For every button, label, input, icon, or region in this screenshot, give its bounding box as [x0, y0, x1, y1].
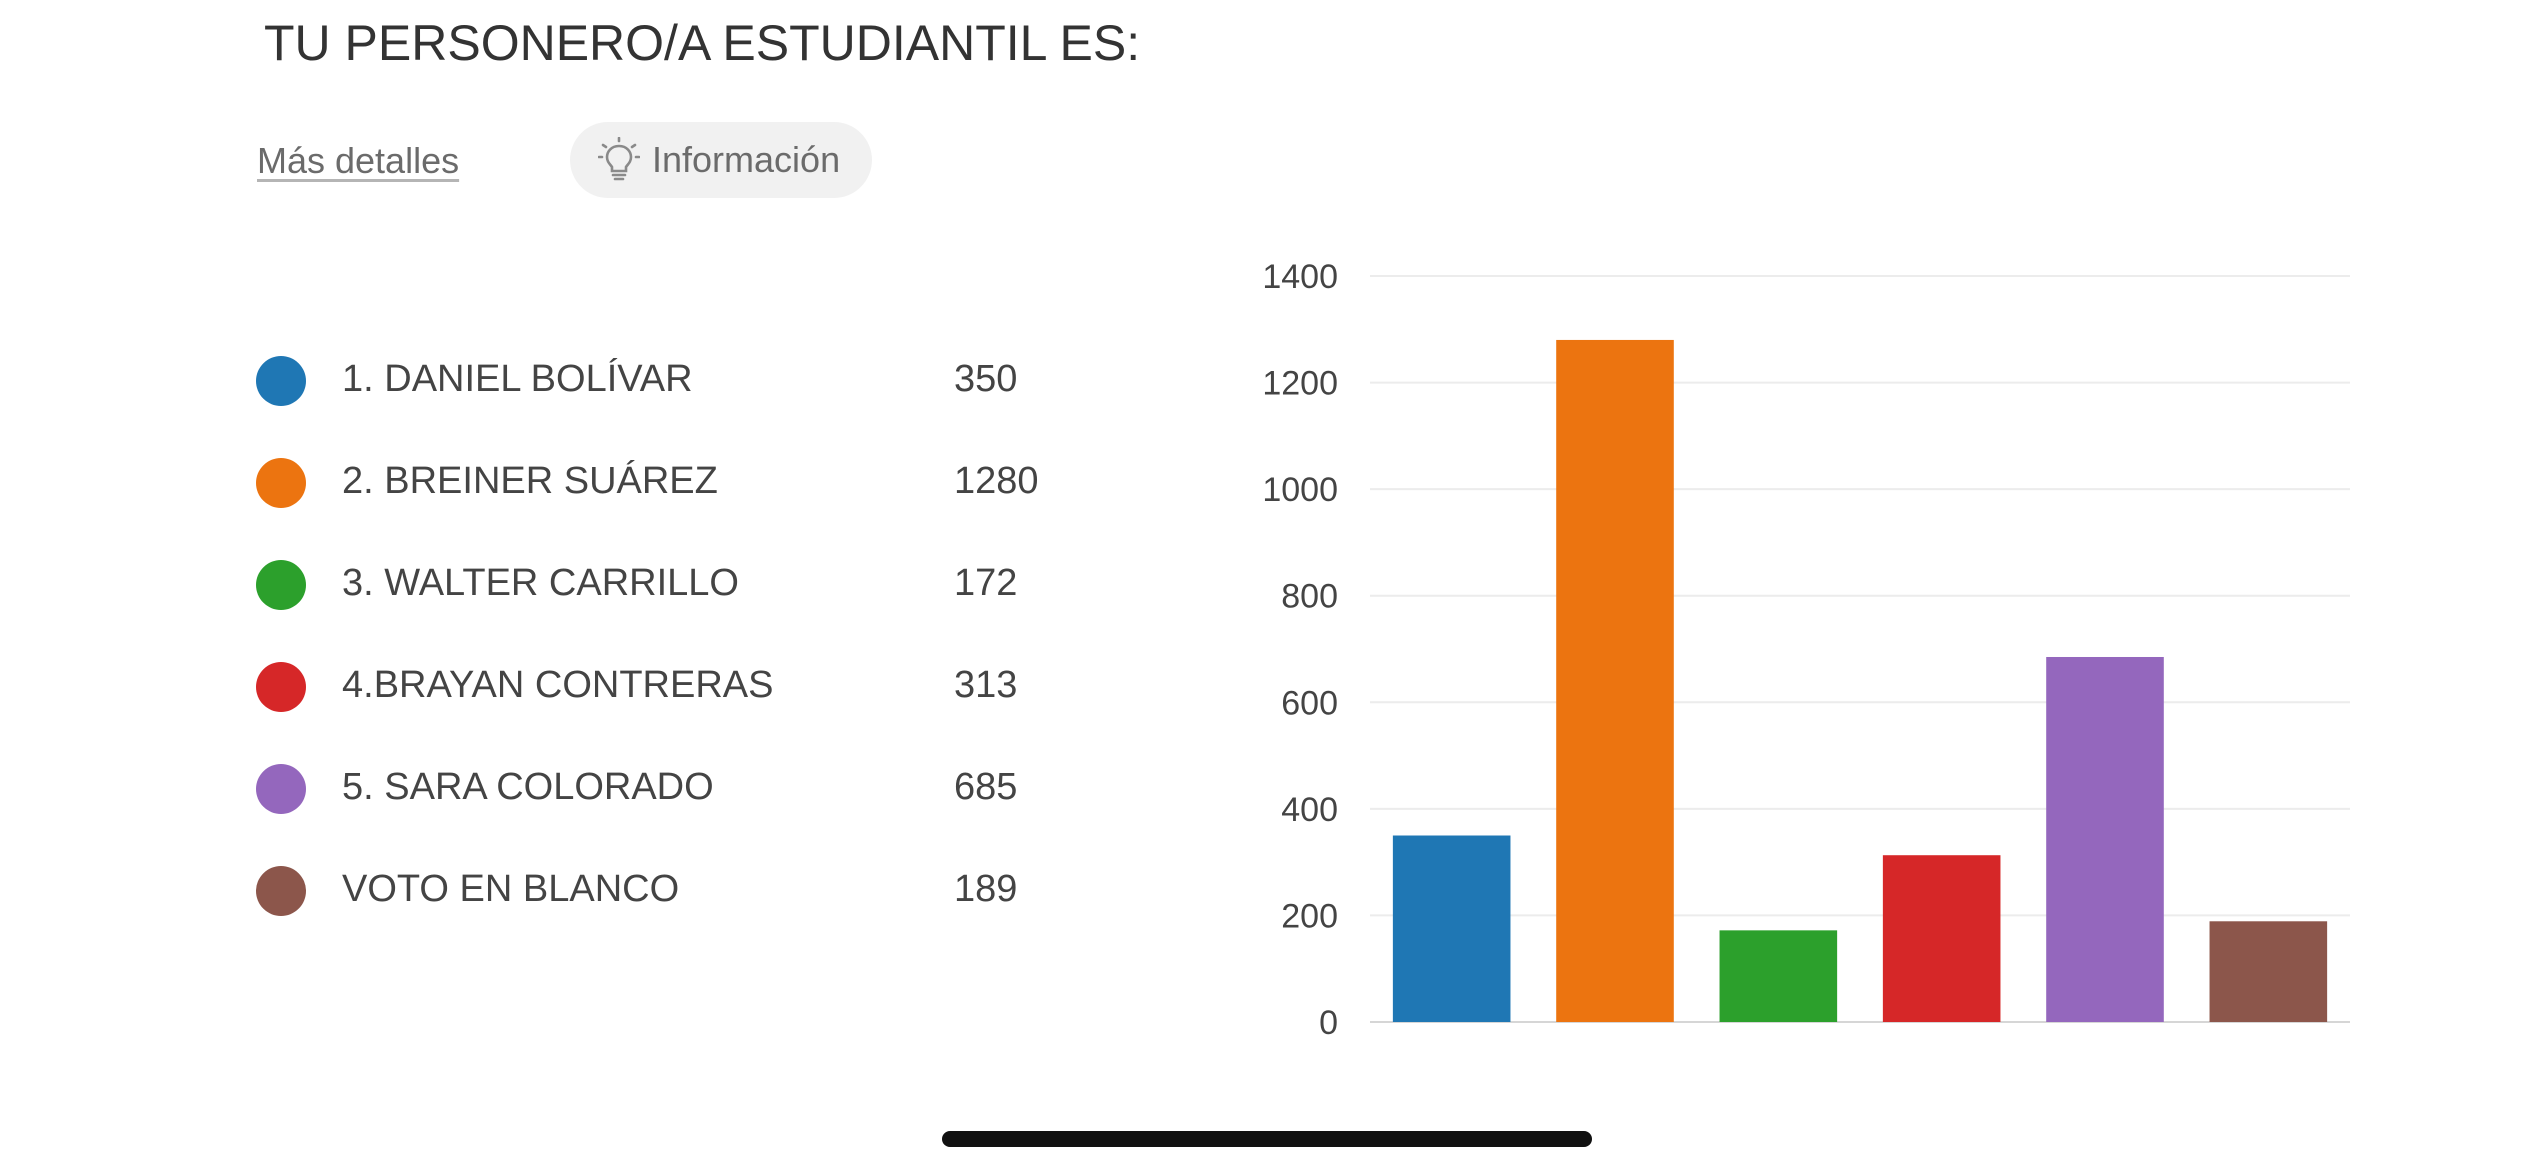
- legend-value: 313: [954, 664, 1018, 706]
- y-tick-label: 1400: [1262, 258, 1338, 296]
- information-button[interactable]: Información: [570, 122, 873, 198]
- bar: [1556, 339, 1674, 1022]
- y-axis-ticks: 0 200 400 600 800 1000 1200 1400: [1262, 258, 1338, 1042]
- legend-item: 4.BRAYAN CONTRERAS 313: [256, 654, 1156, 756]
- legend-dot: [256, 764, 306, 814]
- legend-label: 1. DANIEL BOLÍVAR: [342, 358, 693, 400]
- bars: [1392, 339, 2328, 1022]
- y-tick-label: 1200: [1262, 365, 1338, 403]
- legend-dot: [256, 458, 306, 508]
- y-tick-label: 1000: [1262, 471, 1338, 509]
- page-title: TU PERSONERO/A ESTUDIANTIL ES:: [264, 15, 1141, 71]
- legend-item: 3. WALTER CARRILLO 172: [256, 552, 1156, 654]
- information-label: Información: [652, 139, 841, 180]
- legend-label: 5. SARA COLORADO: [342, 766, 714, 808]
- bar-chart: 0 200 400 600 800 1000 1200 1400: [1262, 258, 2350, 1042]
- home-indicator: [942, 1131, 1592, 1147]
- bar: [2046, 656, 2164, 1022]
- legend-dot: [256, 866, 306, 916]
- bar: [1882, 855, 2001, 1022]
- legend-dot: [256, 560, 306, 610]
- grid-lines: [1370, 275, 2350, 1023]
- y-tick-label: 200: [1281, 897, 1338, 935]
- legend-value: 685: [954, 766, 1018, 808]
- bar: [2209, 921, 2328, 1022]
- legend-value: 189: [954, 868, 1018, 910]
- y-tick-label: 400: [1281, 791, 1338, 829]
- legend-item: VOTO EN BLANCO 189: [256, 858, 1156, 960]
- bar: [1392, 835, 1511, 1022]
- legend-item: 1. DANIEL BOLÍVAR 350: [256, 348, 1156, 450]
- legend-item: 5. SARA COLORADO 685: [256, 756, 1156, 858]
- legend: 1. DANIEL BOLÍVAR 350 2. BREINER SUÁREZ …: [256, 348, 1156, 960]
- legend-label: 3. WALTER CARRILLO: [342, 562, 739, 604]
- bar: [1719, 930, 1838, 1022]
- legend-value: 350: [954, 358, 1018, 400]
- y-tick-label: 600: [1281, 684, 1338, 722]
- legend-label: VOTO EN BLANCO: [342, 868, 680, 910]
- legend-value: 172: [954, 562, 1018, 604]
- legend-dot: [256, 662, 306, 712]
- y-tick-label: 800: [1281, 578, 1338, 616]
- more-details-link[interactable]: Más detalles: [257, 140, 460, 181]
- y-tick-label: 0: [1319, 1004, 1338, 1042]
- legend-label: 4.BRAYAN CONTRERAS: [342, 664, 774, 706]
- legend-dot: [256, 356, 306, 406]
- legend-value: 1280: [954, 460, 1039, 502]
- legend-item: 2. BREINER SUÁREZ 1280: [256, 450, 1156, 552]
- legend-label: 2. BREINER SUÁREZ: [342, 460, 718, 502]
- lightbulb-icon: [598, 137, 640, 183]
